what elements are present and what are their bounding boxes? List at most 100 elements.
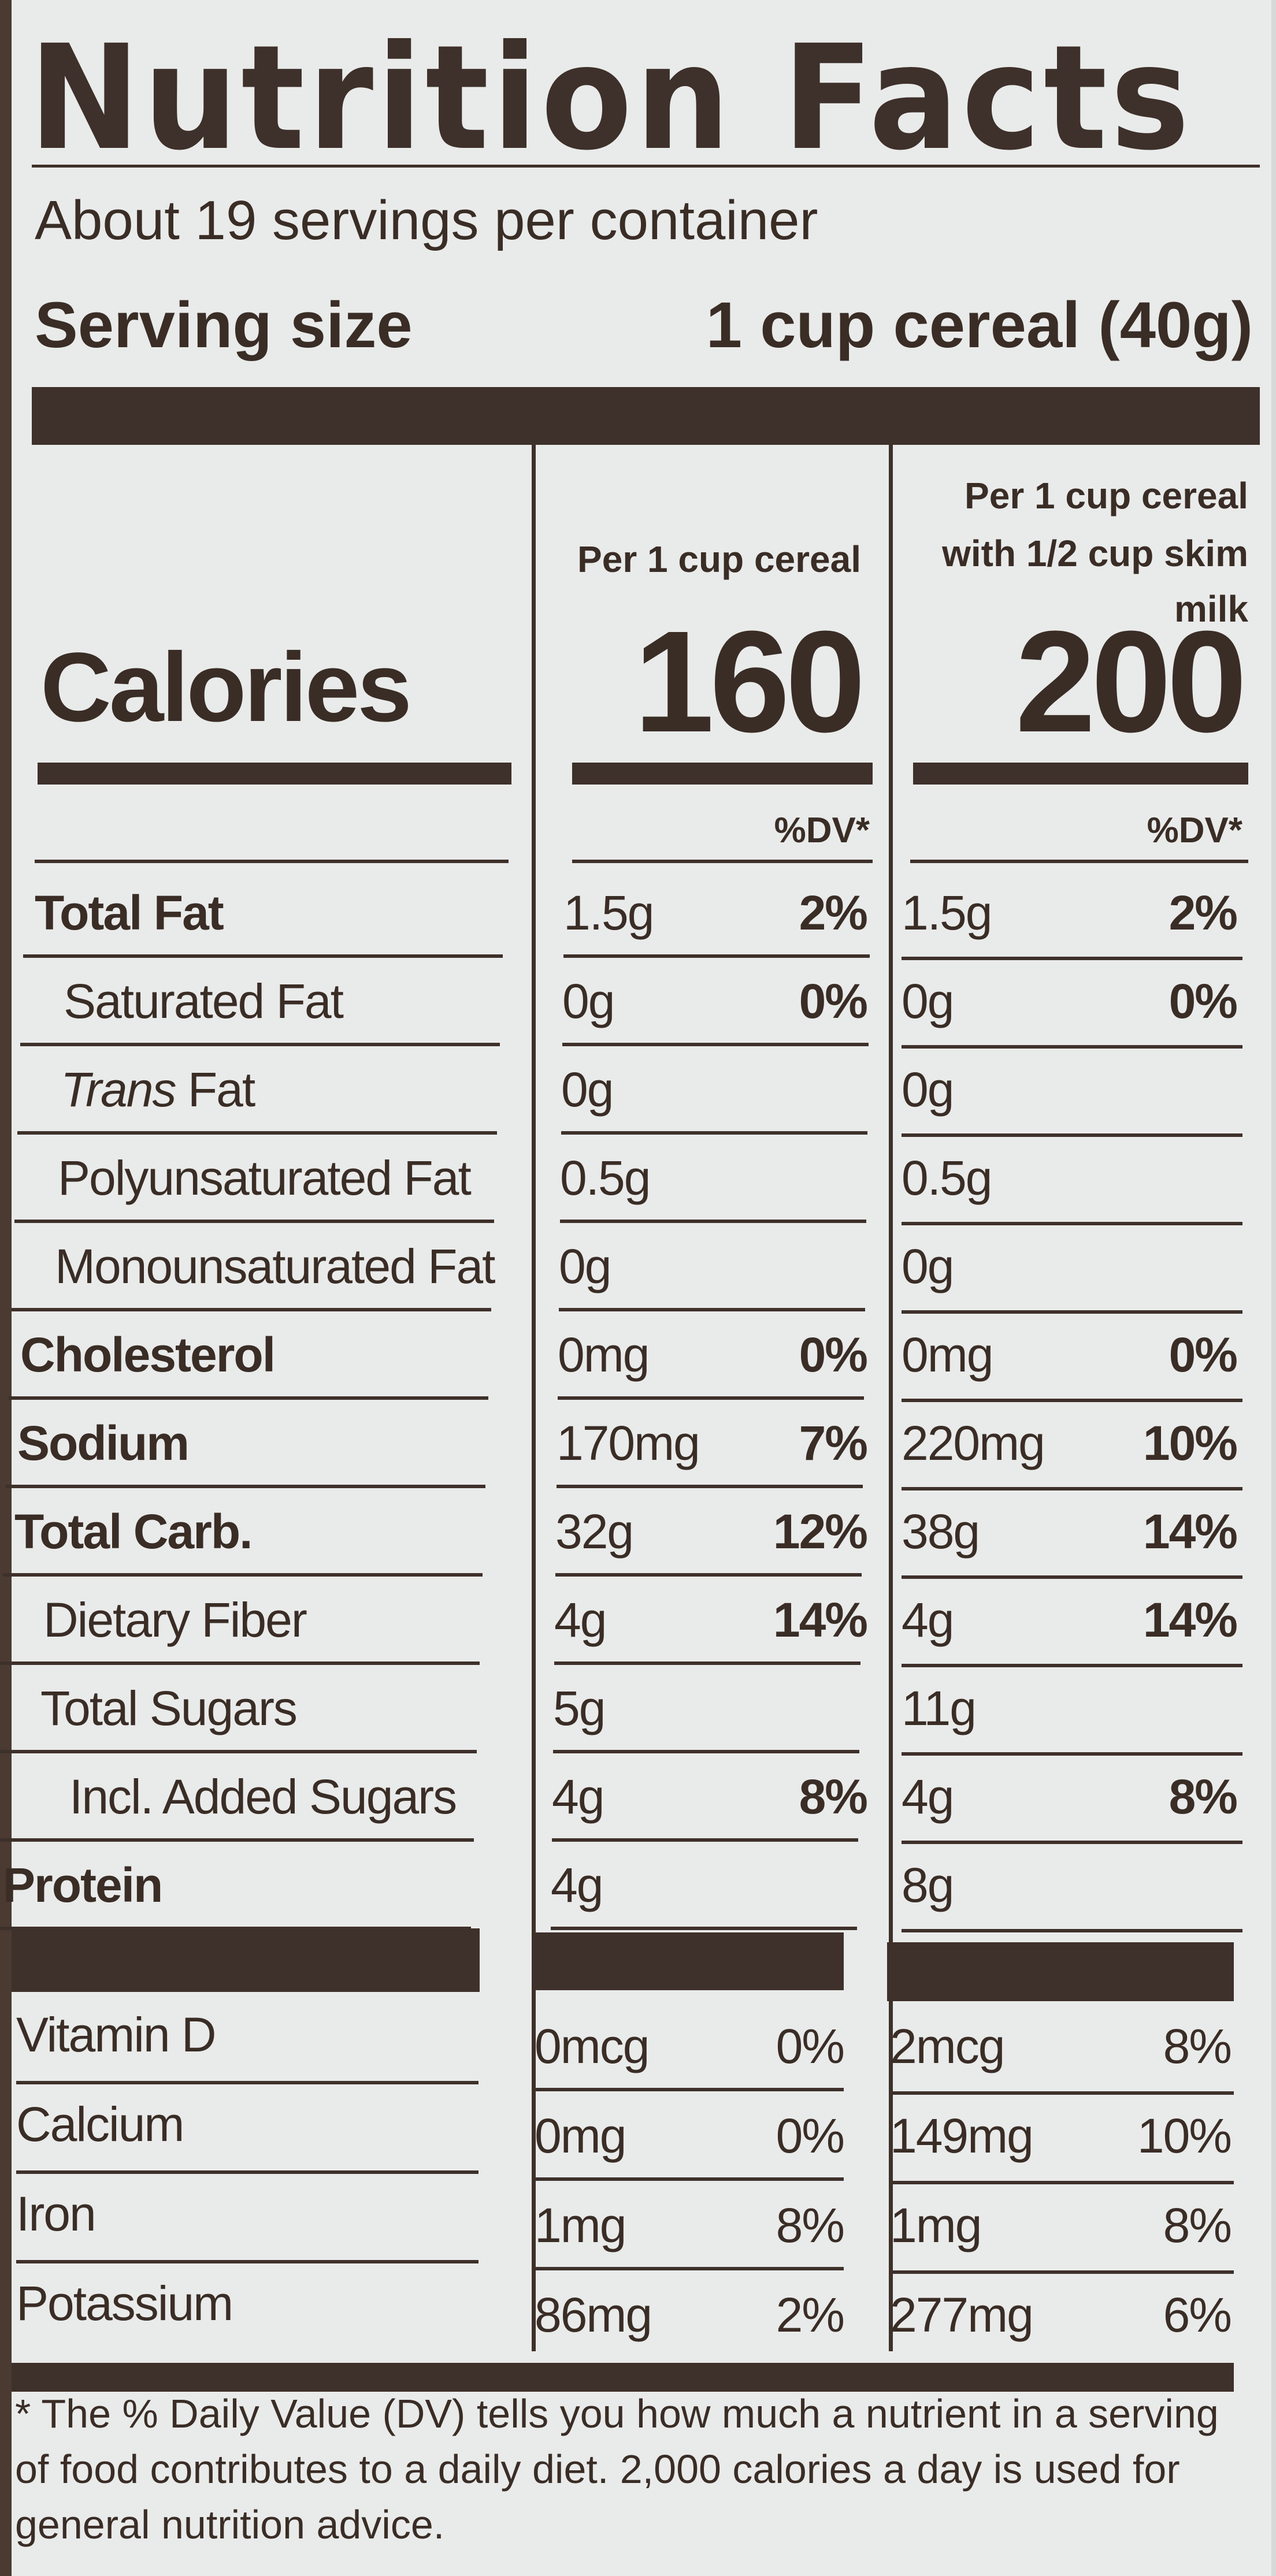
amount-col2: 8g <box>902 1858 954 1912</box>
vitamin-row: Potassium 86mg 2% 277mg 6% <box>0 2269 1276 2356</box>
nutrient-row: Total Carb. 32g 12% 38g 14% <box>0 1497 1276 1585</box>
amount-col2: 0.5g <box>902 1151 992 1205</box>
rule <box>910 860 1248 863</box>
nutrient-label: Total Carb. <box>14 1504 253 1559</box>
amount-col1: 0g <box>559 1239 611 1293</box>
amount-col2: 11g <box>902 1681 977 1735</box>
amount-col1: 0g <box>561 1062 614 1117</box>
dv-col1: 2% <box>799 886 868 940</box>
nutrient-row: Dietary Fiber 4g 14% 4g 14% <box>0 1585 1276 1673</box>
dv-col1: 7% <box>799 1416 868 1470</box>
nutrient-label: Incl. Added Sugars <box>69 1770 457 1824</box>
rule <box>17 1131 497 1135</box>
vitamin-bar-left <box>12 1928 480 1992</box>
amount-col2: 1mg <box>890 2198 982 2252</box>
nutrient-label: Monounsaturated Fat <box>55 1239 495 1293</box>
rule <box>20 1043 500 1046</box>
rule <box>551 1927 857 1930</box>
package-edge-right <box>1271 0 1276 2576</box>
nutrient-label: Cholesterol <box>20 1328 276 1382</box>
nutrient-row: Protein 4g 8g <box>0 1850 1276 1938</box>
dv-col1: 0% <box>799 1328 868 1382</box>
rule <box>890 2091 1234 2095</box>
nutrient-label: Saturated Fat <box>64 974 344 1028</box>
rule <box>6 1485 485 1488</box>
calories-bar-col2 <box>913 763 1248 785</box>
nutrient-label: Protein <box>3 1858 163 1912</box>
dv-col1: 8% <box>799 1770 868 1824</box>
amount-col2: 277mg <box>890 2288 1034 2342</box>
vitamin-label: Calcium <box>16 2097 184 2151</box>
amount-col2: 4g <box>902 1593 954 1647</box>
calories-col2: 200 <box>1015 601 1247 762</box>
dv-col1: 2% <box>776 2288 845 2342</box>
amount-col2: 0mg <box>902 1328 993 1382</box>
amount-col1: 0mg <box>535 2109 626 2163</box>
amount-col1: 32g <box>555 1504 634 1559</box>
amount-col2: 149mg <box>890 2109 1034 2163</box>
dv-col1: 0% <box>776 2019 845 2073</box>
rule <box>16 2081 478 2084</box>
rule <box>35 860 509 863</box>
rule <box>902 1575 1242 1579</box>
amount-col2: 2mcg <box>890 2019 1005 2073</box>
amount-col2: 4g <box>902 1770 954 1824</box>
amount-col2: 0g <box>902 1062 954 1117</box>
nutrient-row: Monounsaturated Fat 0g 0g <box>0 1232 1276 1319</box>
rule <box>535 2267 844 2270</box>
nutrient-row: Cholesterol 0mg 0% 0mg 0% <box>0 1320 1276 1408</box>
amount-col2: 0g <box>902 1239 954 1293</box>
label-title: Nutrition Facts <box>29 14 1193 182</box>
amount-col1: 4g <box>554 1593 607 1647</box>
rule <box>555 1573 862 1577</box>
servings-per-container: About 19 servings per container <box>35 189 818 251</box>
calories-label: Calories <box>40 633 412 742</box>
rule <box>9 1396 488 1400</box>
rule <box>553 1750 859 1753</box>
calories-bar-left <box>38 763 511 785</box>
dv-col1: 0% <box>776 2109 845 2163</box>
amount-col2: 0g <box>902 974 954 1028</box>
nutrient-label-italic: Trans <box>61 1062 176 1117</box>
amount-col2: 38g <box>902 1504 980 1559</box>
nutrient-label: Trans Fat <box>61 1055 255 1124</box>
rule <box>560 1220 866 1223</box>
rule <box>902 1841 1242 1844</box>
nutrient-row: Total Fat 1.5g 2% 1.5g 2% <box>0 878 1276 966</box>
dv-col2: 10% <box>1137 2109 1232 2163</box>
rule <box>902 1664 1242 1667</box>
rule <box>16 2260 478 2263</box>
rule <box>890 2270 1234 2274</box>
rule <box>558 1396 864 1400</box>
rule <box>890 2181 1234 2184</box>
calories-bar-col1 <box>572 763 873 785</box>
nutrient-row: Saturated Fat 0g 0% 0g 0% <box>0 967 1276 1054</box>
rule <box>535 2177 844 2181</box>
dv-col2: 6% <box>1163 2288 1232 2342</box>
dv-col2: 2% <box>1169 886 1238 940</box>
nutrient-row: Incl. Added Sugars 4g 8% 4g 8% <box>0 1762 1276 1850</box>
title-rule <box>32 165 1260 168</box>
rule <box>902 1929 1242 1932</box>
amount-col1: 0mcg <box>535 2019 650 2073</box>
rule <box>562 1043 869 1046</box>
dv-col2: 8% <box>1169 1770 1238 1824</box>
rule <box>902 1487 1242 1490</box>
dv-col1: 8% <box>776 2198 845 2252</box>
rule <box>561 1131 867 1135</box>
col2-header-line1: Per 1 cup cereal <box>965 475 1248 516</box>
dv-col2: 0% <box>1169 974 1238 1028</box>
dv-header-col1: %DV* <box>774 811 870 850</box>
dv-col2: 10% <box>1143 1416 1238 1470</box>
nutrient-label: Dietary Fiber <box>43 1593 307 1647</box>
amount-col2: 1.5g <box>902 886 992 940</box>
thick-bar-bottom <box>12 2363 1234 2392</box>
vitamin-row: Calcium 0mg 0% 149mg 10% <box>0 2090 1276 2177</box>
dv-col2: 0% <box>1169 1328 1238 1382</box>
dv-col1: 0% <box>799 974 868 1028</box>
rule <box>572 860 873 863</box>
rule <box>0 1750 477 1753</box>
nutrient-label: Total Sugars <box>40 1681 298 1735</box>
rule <box>563 954 870 958</box>
